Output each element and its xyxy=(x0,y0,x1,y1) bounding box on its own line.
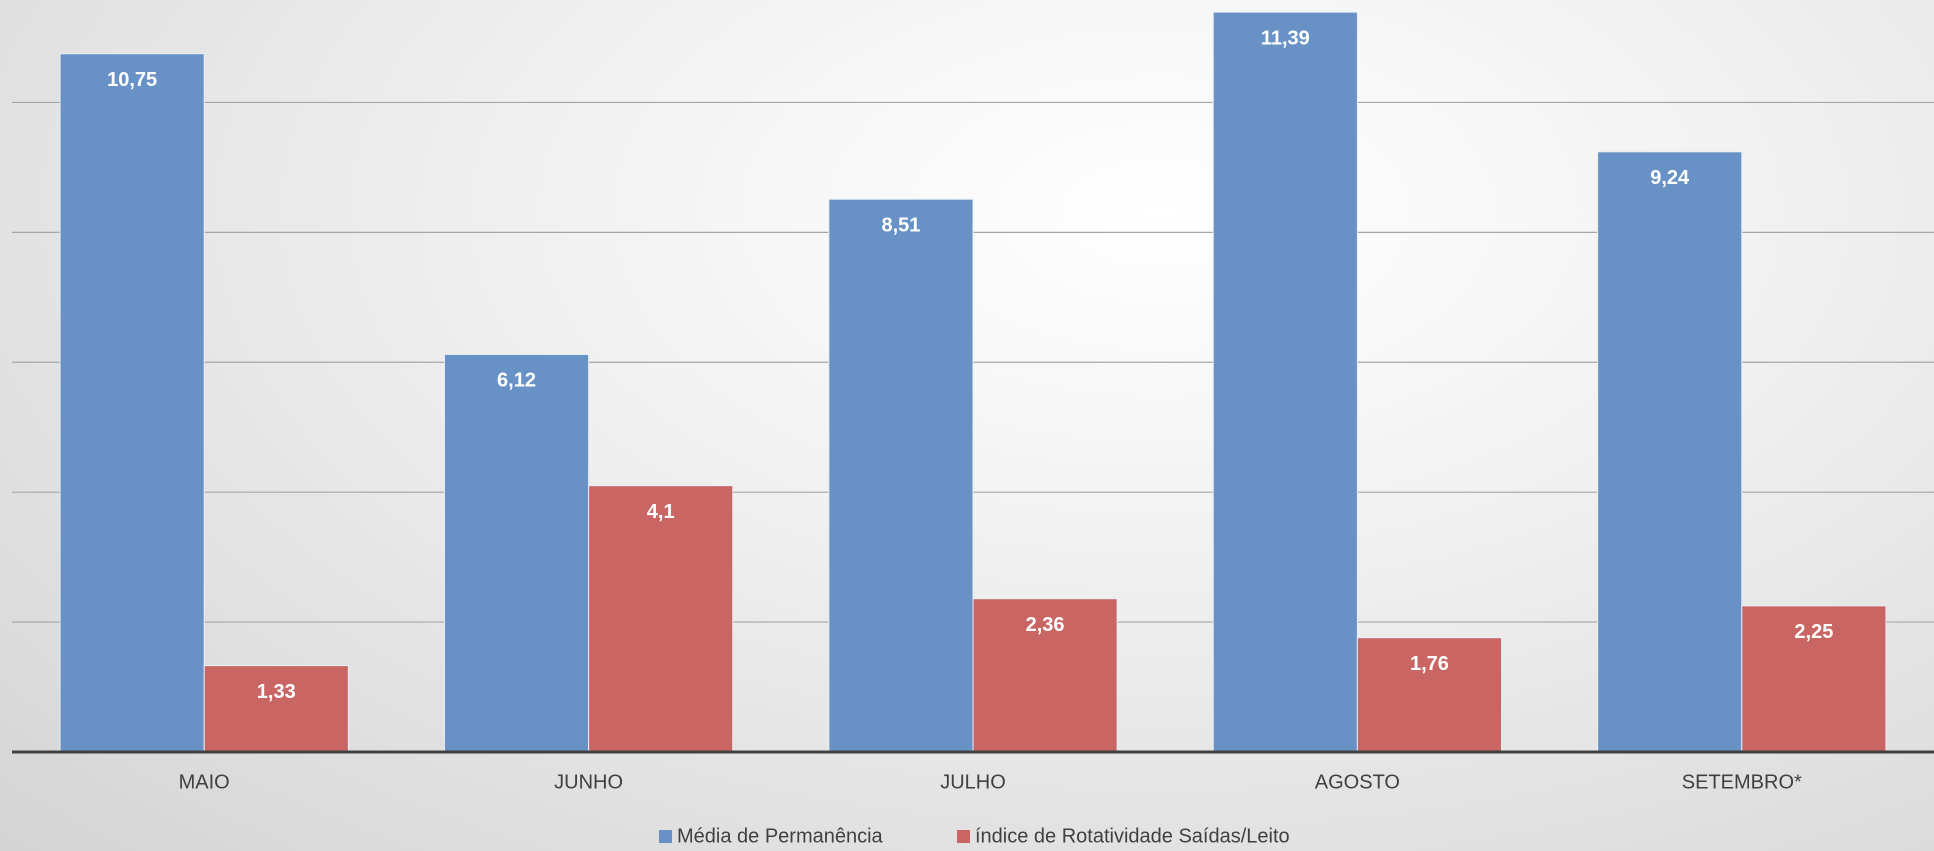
x-tick-label: JUNHO xyxy=(554,771,623,793)
bar xyxy=(1212,11,1358,753)
legend-label: Média de Permanência xyxy=(677,825,884,847)
data-label: 8,51 xyxy=(881,215,920,237)
data-label: 1,76 xyxy=(1410,653,1449,675)
legend-swatch xyxy=(659,830,672,843)
bar xyxy=(59,53,205,753)
legend-label: índice de Rotatividade Saídas/Leito xyxy=(975,825,1290,847)
data-label: 6,12 xyxy=(497,370,536,392)
data-label: 1,33 xyxy=(257,681,296,703)
x-tick-label: AGOSTO xyxy=(1315,771,1400,793)
x-tick-label: JULHO xyxy=(940,771,1006,793)
data-label: 9,24 xyxy=(1650,167,1690,189)
data-label: 10,75 xyxy=(107,69,157,91)
bar xyxy=(203,665,349,753)
bar xyxy=(1597,151,1743,753)
data-label: 2,25 xyxy=(1794,621,1833,643)
data-label: 11,39 xyxy=(1261,27,1310,49)
bar xyxy=(828,198,974,753)
data-label: 2,36 xyxy=(1026,614,1065,636)
data-label: 4,1 xyxy=(647,501,675,523)
x-tick-label: SETEMBRO* xyxy=(1682,771,1802,793)
bar xyxy=(1741,605,1887,753)
legend-swatch xyxy=(957,830,970,843)
x-tick-label: MAIO xyxy=(179,771,230,793)
bar xyxy=(443,353,590,753)
bar xyxy=(972,598,1118,753)
bar xyxy=(588,485,734,753)
